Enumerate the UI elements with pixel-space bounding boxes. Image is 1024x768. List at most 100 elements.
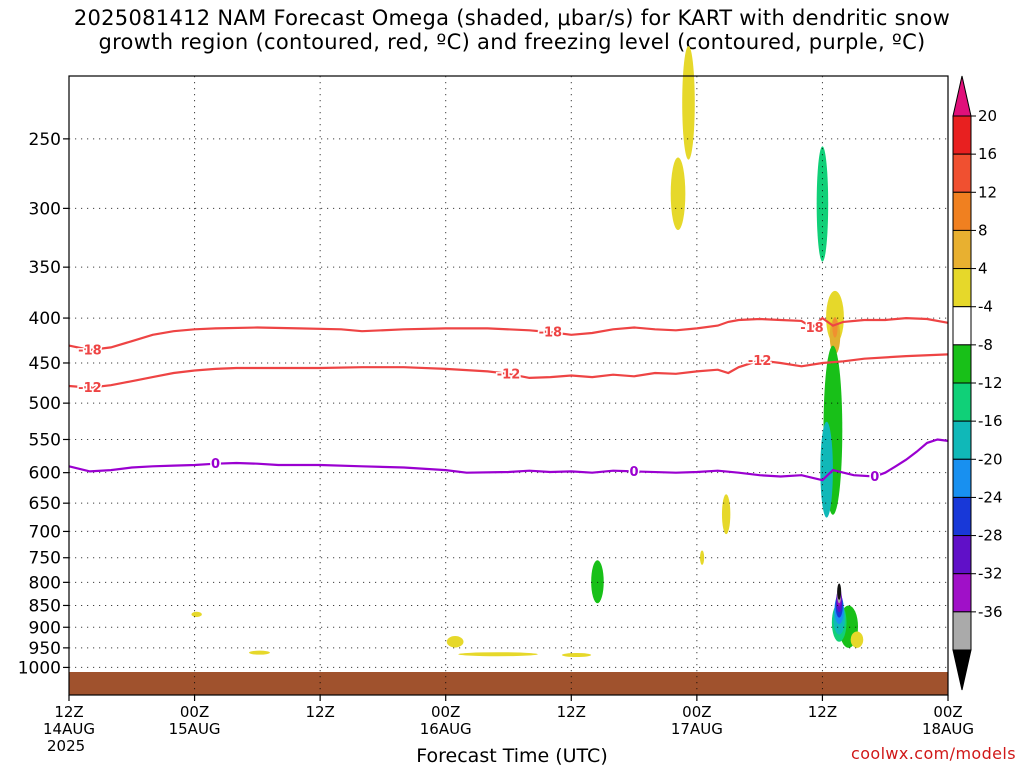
contour-label: -18 (78, 344, 102, 359)
y-tick-label: 700 (29, 522, 61, 542)
contour-label: -12 (748, 354, 772, 369)
omega-shaded-area (699, 550, 705, 565)
omega-shaded-area (670, 157, 686, 230)
colorbar-label: -4 (978, 298, 993, 316)
dendritic-growth-contour (68, 353, 949, 389)
omega-shaded-area (591, 560, 604, 604)
chart-title-line-2: growth region (contoured, red, ºC) and f… (98, 30, 926, 54)
colorbar-segment (952, 229, 972, 270)
y-tick-label: 500 (29, 394, 61, 414)
colorbar-label: -32 (978, 565, 1003, 583)
contour-label: 0 (870, 470, 879, 485)
colorbar-label: 16 (978, 145, 997, 163)
colorbar-label: 8 (978, 221, 988, 239)
y-tick-label: 850 (29, 596, 61, 616)
x-tick-label: 12Z (305, 703, 334, 721)
colorbar-segment (952, 573, 972, 613)
y-tick-label: 250 (29, 130, 61, 150)
y-tick-label: 750 (29, 549, 61, 569)
y-tick-label: 600 (29, 464, 61, 484)
pressure-axis: 2503003504004505005506006507007508008509… (18, 130, 69, 678)
site-credit: coolwx.com/models (851, 744, 1016, 763)
chart-title-line-1: 2025081412 NAM Forecast Omega (shaded, μ… (73, 6, 951, 30)
colorbar-segment (952, 535, 972, 575)
contour-label: -12 (78, 381, 102, 396)
colorbar-label: -24 (978, 488, 1003, 506)
colorbar-label: 12 (978, 183, 997, 201)
y-tick-label: 550 (29, 430, 61, 450)
contour-label: -18 (800, 321, 824, 336)
omega-shaded-area (721, 494, 731, 535)
colorbar-segment (952, 115, 972, 155)
contour-label: -12 (497, 367, 521, 382)
plot-frame (68, 75, 949, 696)
y-tick-label: 950 (29, 639, 61, 659)
omega-shaded-area (682, 46, 695, 160)
omega-shaded-area (248, 650, 270, 655)
x-tick-label: 00Z (933, 703, 962, 721)
contour-label: 0 (211, 457, 220, 472)
y-tick-label: 350 (29, 258, 61, 278)
y-tick-label: 900 (29, 618, 61, 638)
y-tick-label: 300 (29, 199, 61, 219)
y-tick-label: 450 (29, 354, 61, 374)
contour-label: 0 (630, 465, 639, 480)
omega-shaded-area (191, 611, 202, 617)
x-tick-label: 12Z (808, 703, 837, 721)
colorbar-segment (952, 496, 972, 537)
x-tick-label: 15AUG (169, 720, 221, 738)
terrain-band (69, 672, 948, 695)
omega-shaded-area (446, 636, 464, 648)
omega-shading-layer (191, 46, 864, 658)
colorbar-segment (952, 611, 972, 651)
y-tick-label: 400 (29, 309, 61, 329)
colorbar: 20 16 12 8 4 -4 -8 -12 -16 -20 -24 -28 -32 -36 (952, 75, 1003, 691)
colorbar-segment (952, 382, 972, 422)
colorbar-segment (952, 420, 972, 460)
omega-shaded-area (837, 583, 842, 600)
colorbar-label: 4 (978, 260, 988, 278)
x-tick-label: 12Z (54, 703, 83, 721)
omega-shaded-area (832, 317, 838, 338)
colorbar-segment (952, 191, 972, 231)
colorbar-segment (952, 306, 972, 346)
x-tick-label: 14AUG (43, 720, 95, 738)
x-tick-label: 16AUG (420, 720, 472, 738)
colorbar-segment (952, 458, 972, 498)
colorbar-label: -16 (978, 412, 1003, 430)
colorbar-label: -12 (978, 374, 1003, 392)
dendritic-growth-contour (68, 316, 949, 352)
colorbar-label: -28 (978, 527, 1003, 545)
colorbar-label: -20 (978, 450, 1003, 468)
contour-layer: -18 -18 -18 -12 -12 -12 0 0 0 (68, 316, 949, 486)
x-tick-label: 18AUG (922, 720, 974, 738)
x-tick-label: 00Z (682, 703, 711, 721)
x-tick-label: 00Z (431, 703, 460, 721)
omega-shaded-area (561, 653, 592, 658)
y-tick-label: 800 (29, 573, 61, 593)
contour-label: -18 (539, 326, 563, 341)
freezing-level-contour (68, 438, 949, 482)
x-tick-label: 00Z (180, 703, 209, 721)
y-tick-label: 650 (29, 494, 61, 514)
grid-lines (68, 76, 948, 695)
colorbar-top-arrow (952, 75, 972, 117)
colorbar-bottom-arrow (952, 649, 972, 691)
omega-shaded-area (850, 631, 864, 648)
colorbar-segment (952, 268, 972, 308)
colorbar-segment (952, 344, 972, 384)
omega-shaded-area (458, 652, 538, 657)
omega-shaded-area (816, 146, 829, 262)
colorbar-label: -36 (978, 603, 1003, 621)
x-tick-label: 2025 (47, 737, 85, 755)
omega-shaded-area (820, 421, 833, 518)
colorbar-label: -8 (978, 336, 993, 354)
colorbar-label: 20 (978, 107, 997, 125)
x-tick-label: 12Z (557, 703, 586, 721)
y-tick-label: 1000 (18, 658, 61, 678)
colorbar-segment (952, 153, 972, 193)
x-axis-label: Forecast Time (UTC) (416, 745, 608, 767)
x-tick-label: 17AUG (671, 720, 723, 738)
